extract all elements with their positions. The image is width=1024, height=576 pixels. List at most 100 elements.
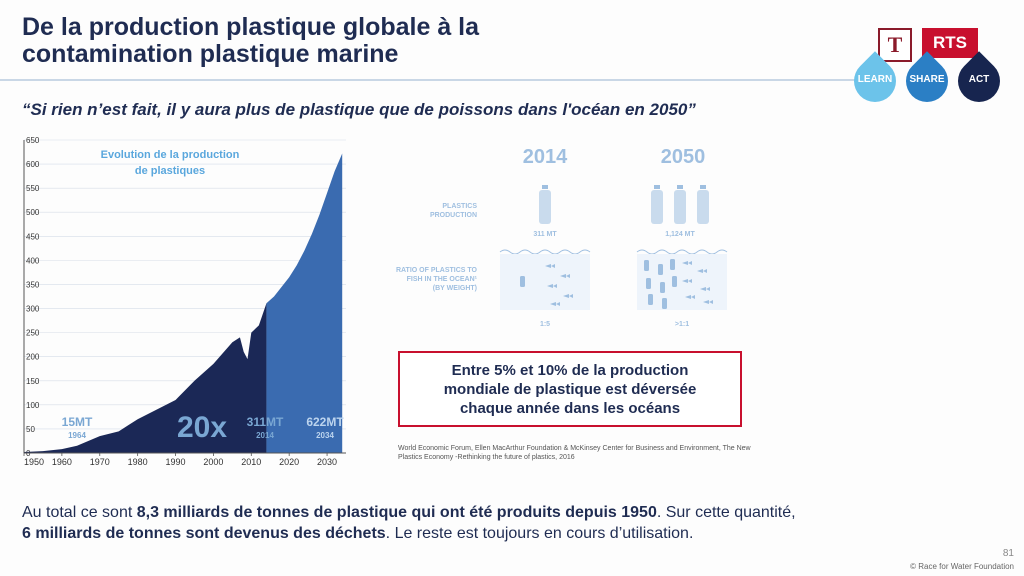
- y-tick-label: 400: [26, 256, 40, 265]
- year-2050: 2050: [661, 146, 706, 168]
- x-tick-label: 1980: [128, 457, 148, 467]
- title-divider: [0, 79, 860, 81]
- mini-bottle-icon: [648, 294, 653, 305]
- bottle-icon: [651, 190, 663, 224]
- bottle-cap-icon: [542, 185, 548, 189]
- summary-part2: . Sur cette quantité,: [656, 504, 796, 521]
- bottle-cap-icon: [677, 185, 683, 189]
- slide-title-line2: contamination plastique marine: [22, 40, 399, 68]
- fish-icon: [682, 261, 692, 265]
- y-tick-label: 600: [26, 160, 40, 169]
- summary-text: Au total ce sont 8,3 milliards de tonnes…: [22, 502, 962, 544]
- logo-group: T RTS LEARN SHARE ACT: [845, 22, 1016, 111]
- y-tick-label: 250: [26, 329, 40, 338]
- annotation-20x: 20x: [177, 411, 227, 444]
- y-tick-label: 450: [26, 232, 40, 241]
- bottle-icon: [539, 190, 551, 224]
- act-label: ACT: [968, 74, 990, 85]
- y-tick-label: 150: [26, 377, 40, 386]
- bottle-icon: [674, 190, 686, 224]
- callout-line2: mondiale de plastique est déversée: [443, 381, 697, 398]
- rts-logo: RTS: [922, 28, 978, 58]
- infographic-svg: 2014 2050 PLASTICS PRODUCTION RATIO OF PLAST…: [396, 146, 728, 328]
- mini-bottle-icon: [670, 259, 675, 270]
- fish-icon: [550, 302, 560, 306]
- y-tick-label: 550: [26, 184, 40, 193]
- mini-bottle-icon: [646, 278, 651, 289]
- bottle-cap-icon: [654, 185, 660, 189]
- x-tick-label: 1960: [52, 457, 72, 467]
- x-tick-label: 1970: [90, 457, 110, 467]
- slide-title: De la production plastique globale à la …: [22, 14, 662, 68]
- mini-bottle-icon: [658, 264, 663, 275]
- y-tick-label: 300: [26, 305, 40, 314]
- area-historical: [24, 303, 267, 453]
- row2-label-line: FISH IN THE OCEAN¹: [407, 276, 478, 283]
- mini-bottle-icon: [672, 276, 677, 287]
- page-number: 81: [1002, 548, 1014, 559]
- fish-icon: [547, 284, 557, 288]
- learn-label: LEARN: [857, 74, 893, 85]
- x-tick-label: 2000: [203, 457, 223, 467]
- row1-label-line: PRODUCTION: [430, 212, 477, 219]
- annotation-311mt: 311MT: [247, 415, 284, 429]
- x-tick-label: 2010: [241, 457, 261, 467]
- production-2050: 1,124 MT: [665, 231, 695, 238]
- x-tick-label: 2030: [317, 457, 337, 467]
- source-citation: World Economic Forum, Ellen MacArthur Fo…: [398, 445, 751, 461]
- production-2014: 311 MT: [533, 231, 557, 238]
- y-tick-label: 50: [26, 425, 35, 434]
- fish-icon: [685, 295, 695, 299]
- fish-icon: [560, 274, 570, 278]
- mini-bottle-icon: [644, 260, 649, 271]
- callout-box: Entre 5% et 10% de la production mondial…: [398, 351, 742, 427]
- fish-icon: [700, 287, 710, 291]
- plastic-fish-infographic: 2014 2050 PLASTICS PRODUCTION RATIO OF PLAST…: [360, 130, 780, 350]
- row1-label-line: PLASTICS: [442, 203, 477, 210]
- fish-icon: [682, 279, 692, 283]
- fish-icon: [563, 294, 573, 298]
- annotation-2034: 2034: [316, 431, 334, 440]
- x-tick-label: 2020: [279, 457, 299, 467]
- production-chart-svg: 0501001502002503003504004505005506006501…: [23, 136, 346, 467]
- fish-icon: [697, 269, 707, 273]
- mini-bottle-icon: [660, 282, 665, 293]
- chart-title-line2: de plastiques: [135, 165, 205, 177]
- mini-bottle-icon: [662, 298, 667, 309]
- row2-label-line: (BY WEIGHT): [433, 285, 477, 292]
- quote: “Si rien n’est fait, il y aura plus de p…: [22, 100, 696, 119]
- summary-bold2: 6 milliards de tonnes sont devenus des d…: [22, 525, 386, 542]
- bottle-icon: [697, 190, 709, 224]
- fish-icon: [545, 264, 555, 268]
- row2-label-line: RATIO OF PLASTICS TO: [396, 267, 478, 274]
- mini-bottle-icon: [520, 276, 525, 287]
- ratio-2050: >1:1: [675, 321, 689, 328]
- y-tick-label: 200: [26, 353, 40, 362]
- annotation-622mt: 622MT: [306, 415, 344, 429]
- area-projection: [266, 153, 343, 453]
- tank-2050-wave: [636, 249, 728, 255]
- copyright-credit: © Race for Water Foundation: [910, 562, 1014, 571]
- annotation-15mt: 15MT: [62, 415, 93, 429]
- production-chart: 0501001502002503003504004505005506006501…: [0, 130, 360, 470]
- summary-part1: Au total ce sont: [22, 504, 137, 521]
- annotation-2014: 2014: [256, 431, 274, 440]
- callout-line1: Entre 5% et 10% de la production: [451, 362, 689, 379]
- y-tick-label: 650: [26, 136, 40, 145]
- ratio-2014: 1:5: [540, 321, 550, 328]
- x-tick-label: 1950: [24, 457, 44, 467]
- y-tick-label: 500: [26, 208, 40, 217]
- x-tick-label: 1990: [166, 457, 186, 467]
- summary-part3: . Le reste est toujours en cours d’utili…: [385, 525, 694, 542]
- t-logo: T: [878, 28, 912, 62]
- y-tick-label: 100: [26, 401, 40, 410]
- slide-title-line1: De la production plastique globale à la: [22, 13, 480, 41]
- y-tick-label: 350: [26, 280, 40, 289]
- bottle-cap-icon: [700, 185, 706, 189]
- tank-2014-water: [500, 254, 590, 310]
- callout-line3: chaque année dans les océans: [459, 400, 681, 417]
- share-label: SHARE: [909, 74, 945, 85]
- tank-2014-wave: [499, 249, 591, 255]
- chart-title-line1: Evolution de la production: [101, 149, 240, 161]
- fish-icon: [703, 300, 713, 304]
